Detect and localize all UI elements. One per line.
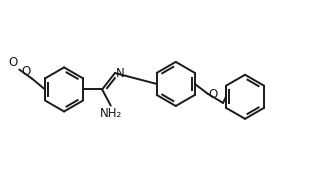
Text: O: O [9,56,18,69]
Text: N: N [116,67,125,80]
Text: O: O [22,65,31,78]
Text: O: O [209,88,218,100]
Text: NH₂: NH₂ [99,107,122,120]
